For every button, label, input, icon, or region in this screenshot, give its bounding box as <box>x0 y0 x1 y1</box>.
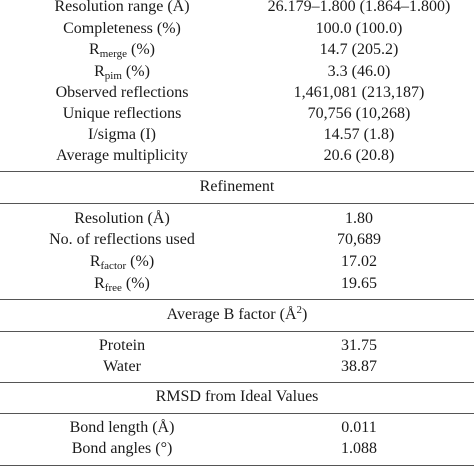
row-label: Bond angles (°) <box>71 440 173 457</box>
section-divider <box>0 299 474 300</box>
row-label: Rfactor (%) <box>89 253 155 272</box>
row-label: Resolution (Å) <box>74 210 170 227</box>
table-row: Average multiplicity 20.6 (20.8) <box>0 145 474 167</box>
section-header-refinement: Refinement <box>199 178 275 195</box>
row-value: 70,689 <box>337 231 381 248</box>
row-value: 20.6 (20.8) <box>323 147 395 164</box>
table-row: Observed reflections 1,461,081 (213,187) <box>0 82 474 104</box>
table-row: Water 38.87 <box>0 356 474 378</box>
row-label: Protein <box>98 337 146 354</box>
row-label: Average multiplicity <box>56 147 188 164</box>
section-header-b-factor: Average B factor (Å2) <box>166 304 308 324</box>
row-label: Bond length (Å) <box>69 419 175 436</box>
row-label: Observed reflections <box>55 84 189 101</box>
section-divider <box>0 171 474 172</box>
row-value: 1.80 <box>345 210 373 227</box>
row-label: No. of reflections used <box>49 231 195 248</box>
table-bottom-rule <box>0 465 474 466</box>
table-row: Rfactor (%) 17.02 <box>0 251 474 273</box>
table-row: I/sigma (I) 14.57 (1.8) <box>0 124 474 146</box>
row-label: Unique reflections <box>62 105 182 122</box>
table-row: Bond length (Å) 0.011 <box>0 417 474 439</box>
section-header-rmsd: RMSD from Ideal Values <box>155 388 319 405</box>
row-value: 14.57 (1.8) <box>323 126 395 143</box>
table-row: Rfree (%) 19.65 <box>0 273 474 295</box>
row-value: 0.011 <box>341 419 377 436</box>
row-value: 14.7 (205.2) <box>319 41 399 58</box>
row-value: 1.088 <box>341 440 377 457</box>
table-row: Unique reflections 70,756 (10,268) <box>0 103 474 125</box>
table-row: Resolution (Å) 1.80 <box>0 208 474 230</box>
table-row: No. of reflections used 70,689 <box>0 229 474 251</box>
row-label: Rfree (%) <box>94 275 150 294</box>
row-value: 19.65 <box>341 275 377 292</box>
section-divider <box>0 331 474 332</box>
table-row: Rpim (%) 3.3 (46.0) <box>0 61 474 83</box>
row-value: 3.3 (46.0) <box>327 63 391 80</box>
row-value: 1,461,081 (213,187) <box>293 84 425 101</box>
row-value: 17.02 <box>341 253 377 270</box>
section-divider <box>0 382 474 383</box>
row-label: Resolution range (Å) <box>54 0 190 15</box>
table-row: Bond angles (°) 1.088 <box>0 438 474 460</box>
section-divider <box>0 203 474 204</box>
row-label: I/sigma (I) <box>88 126 156 143</box>
row-label: Rpim (%) <box>94 63 150 82</box>
row-value: 70,756 (10,268) <box>307 105 411 122</box>
table-row: Rmerge (%) 14.7 (205.2) <box>0 39 474 61</box>
row-value: 38.87 <box>341 358 377 375</box>
table-row: Completeness (%) 100.0 (100.0) <box>0 18 474 40</box>
section-divider <box>0 413 474 414</box>
row-label: Water <box>103 358 141 375</box>
row-value: 26.179–1.800 (1.864–1.800) <box>267 0 451 15</box>
row-label: Completeness (%) <box>63 20 181 37</box>
table-row: Protein 31.75 <box>0 335 474 357</box>
row-label: Rmerge (%) <box>89 41 155 60</box>
row-value: 31.75 <box>341 337 377 354</box>
row-value: 100.0 (100.0) <box>315 20 403 37</box>
table-row: Resolution range (Å) 26.179–1.800 (1.864… <box>0 0 474 18</box>
